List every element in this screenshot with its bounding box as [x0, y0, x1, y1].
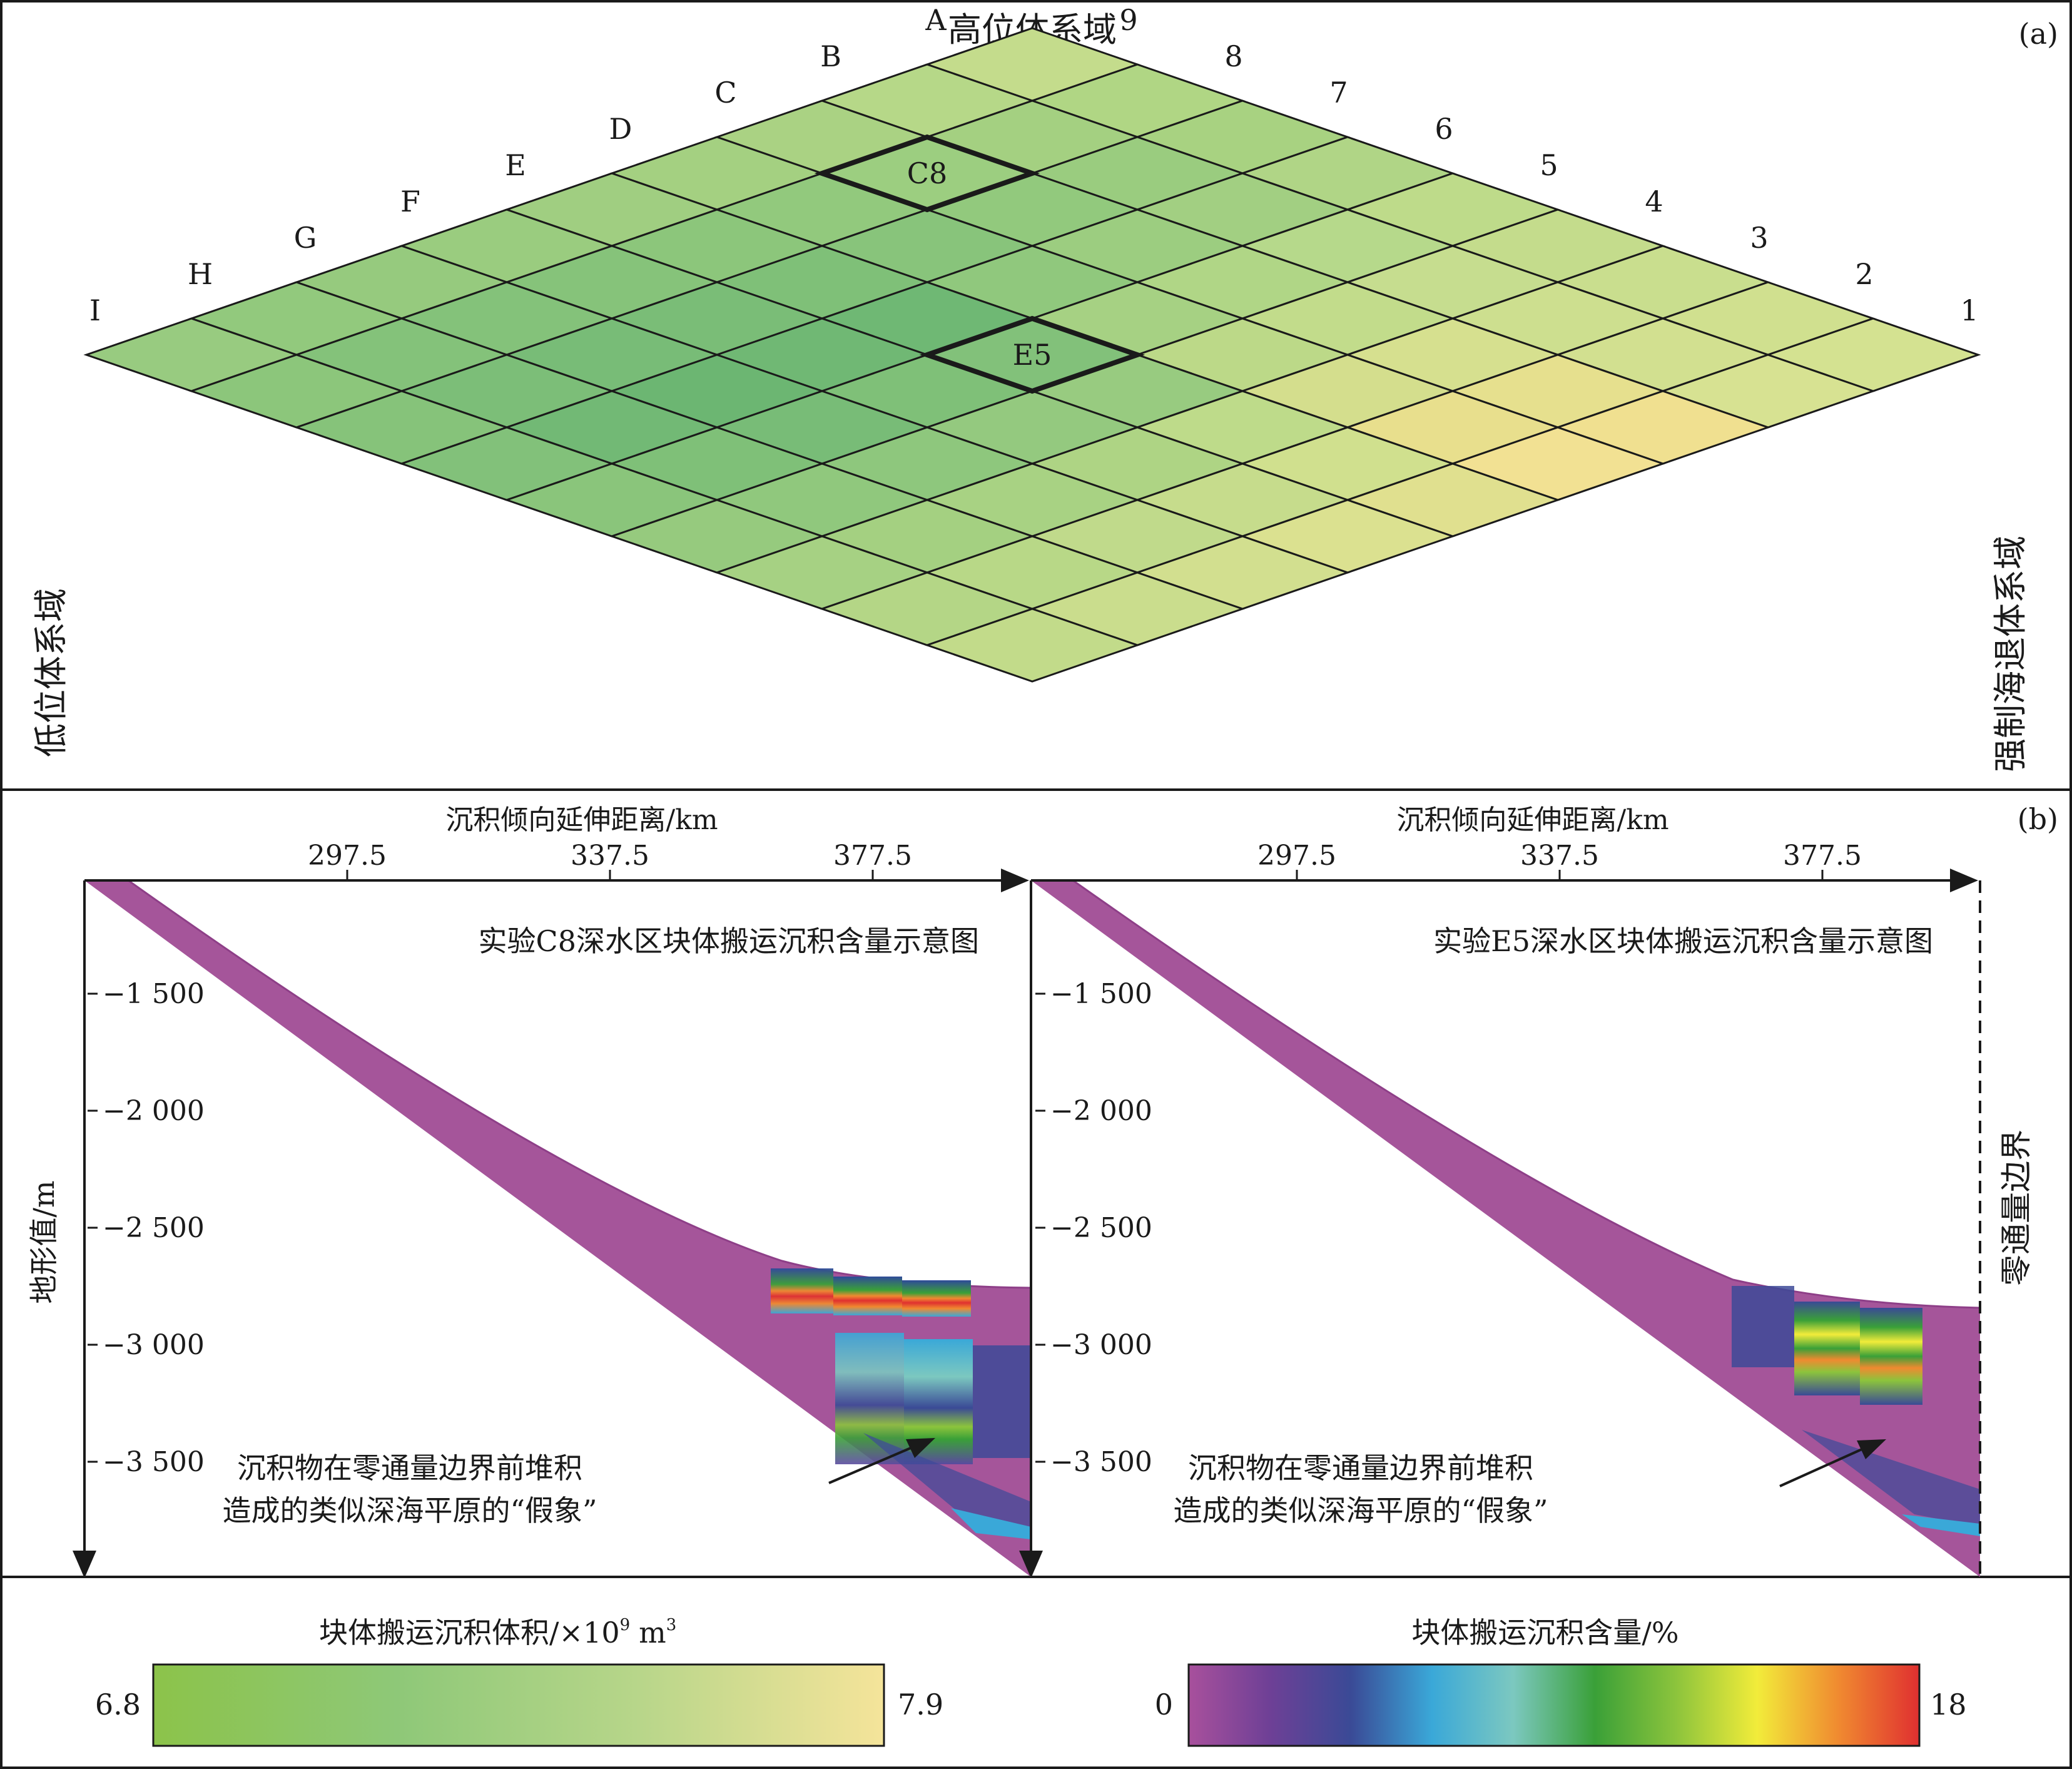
row-letter-h: H	[188, 257, 213, 291]
e5-y-ticks: −1 500 −2 000 −2 500 −3 000 −3 500	[1035, 978, 1152, 1478]
legend-volume: 块体搬运沉积体积/×109 m3 6.8 7.9	[95, 1616, 943, 1747]
panel-a-label: (a)	[2019, 17, 2058, 51]
legend-volume-min: 6.8	[95, 1688, 141, 1721]
e5-basal-layers	[1802, 1430, 1980, 1527]
row-letter-c: C	[714, 76, 736, 110]
column-number-7: 7	[1329, 76, 1348, 110]
c8-x-ticks: 297.5 337.5 377.5	[308, 840, 912, 880]
e5-xlabel: 沉积倾向延伸距离/km	[1396, 804, 1668, 836]
column-number-8: 8	[1224, 39, 1242, 73]
highlight-label-e5: E5	[1013, 338, 1052, 372]
left-region-label: 低位体系域	[31, 588, 71, 757]
c8-xtick-label: 297.5	[308, 840, 387, 872]
chart-e5: 沉积倾向延伸距离/km 297.5 337.5 377.5 −1 500 −2 000…	[1031, 804, 2034, 1577]
c8-xtick-label: 377.5	[833, 840, 912, 872]
e5-block-3	[1860, 1308, 1922, 1405]
legend-volume-max: 7.9	[898, 1688, 943, 1721]
c8-title: 实验C8深水区块体搬运沉积含量示意图	[479, 924, 979, 958]
row-letter-e: E	[505, 148, 526, 182]
column-numbers: 9 8 7 6 5 4 3 2 1	[1119, 3, 1978, 327]
e5-basal-cyan	[1902, 1514, 1980, 1536]
column-number-3: 3	[1750, 221, 1768, 255]
c8-block-1	[771, 1268, 833, 1313]
c8-basal-layers	[863, 1433, 1031, 1539]
c8-ytick-label: −3 000	[103, 1329, 205, 1361]
e5-title: 实验E5深水区块体搬运沉积含量示意图	[1433, 924, 1933, 958]
panel-b-label: (b)	[2018, 802, 2058, 836]
highlight-outline-e5	[919, 315, 1145, 394]
e5-block-1	[1732, 1286, 1794, 1367]
row-letter-g: G	[294, 221, 317, 255]
legend-content-title: 块体搬运沉积含量/%	[1411, 1616, 1678, 1649]
e5-xtick-label: 377.5	[1783, 840, 1862, 872]
e5-annotation-1: 沉积物在零通量边界前堆积	[1188, 1451, 1533, 1485]
legend-content: 块体搬运沉积含量/% 0 18	[1155, 1616, 1967, 1747]
column-number-5: 5	[1540, 148, 1558, 182]
row-letter-a: A	[925, 3, 947, 37]
c8-block-6	[973, 1345, 1031, 1458]
c8-block-3	[902, 1280, 971, 1317]
row-letter-b: B	[820, 39, 841, 73]
c8-x-arrow	[1001, 869, 1029, 892]
c8-y-ticks: −1 500 −2 000 −2 500 −3 000 −3 500	[88, 978, 205, 1478]
row-letters: A B C D E F G H I	[89, 3, 947, 327]
e5-ytick-label: −1 500	[1050, 978, 1152, 1010]
e5-ytick-label: −2 000	[1050, 1095, 1152, 1127]
e5-ytick-label: −3 000	[1050, 1329, 1152, 1361]
c8-xtick-label: 337.5	[571, 840, 649, 872]
e5-annotation-2: 造成的类似深海平原的“假象”	[1173, 1494, 1548, 1527]
right-region-label: 强制海退体系域	[1991, 536, 2030, 772]
e5-xtick-label: 337.5	[1520, 840, 1599, 872]
c8-basal-cyan	[951, 1508, 1031, 1539]
e5-ytick-label: −2 500	[1050, 1212, 1152, 1244]
cell-i1	[924, 608, 1140, 683]
legend-volume-title: 块体搬运沉积体积/×109 m3	[319, 1616, 676, 1649]
highlight-outline-c8	[814, 134, 1040, 213]
c8-ylabel: 地形值/m	[27, 1180, 61, 1303]
e5-slope-deposit	[1031, 880, 1980, 1577]
c8-annotation-arrow-line	[828, 1444, 917, 1484]
row-letter-d: D	[609, 112, 632, 146]
c8-ytick-label: −1 500	[103, 978, 205, 1010]
c8-xlabel: 沉积倾向延伸距离/km	[445, 804, 718, 836]
panel-b: (b) 沉积倾向延伸距离/km 297.5 337.5 377.5 −1 500 −2…	[27, 802, 2058, 1578]
column-number-2: 2	[1855, 257, 1873, 291]
c8-annotation-2: 造成的类似深海平原的“假象”	[222, 1494, 597, 1527]
c8-block-2	[833, 1277, 902, 1315]
e5-annotation-arrowhead	[1857, 1439, 1886, 1459]
row-letter-i: I	[89, 293, 101, 327]
c8-annotation-1: 沉积物在零通量边界前堆积	[237, 1451, 582, 1485]
c8-block-4	[835, 1333, 904, 1464]
c8-boundary-arrow	[1019, 1551, 1043, 1578]
e5-xtick-label: 297.5	[1257, 840, 1336, 872]
c8-ytick-label: −2 500	[103, 1212, 205, 1244]
legend-volume-bar	[152, 1663, 885, 1747]
c8-ytick-label: −2 000	[103, 1095, 205, 1127]
e5-block-2	[1794, 1302, 1860, 1395]
legend-content-min: 0	[1155, 1688, 1173, 1721]
column-number-6: 6	[1435, 112, 1453, 146]
chart-c8: 沉积倾向延伸距离/km 297.5 337.5 377.5 −1 500 −2 000…	[27, 804, 1043, 1578]
e5-x-ticks: 297.5 337.5 377.5	[1257, 840, 1862, 880]
row-letter-f: F	[400, 185, 420, 218]
column-number-4: 4	[1645, 185, 1663, 218]
zero-flux-boundary-label: 零通量边界	[1998, 1129, 2034, 1286]
e5-x-arrow	[1950, 869, 1978, 892]
highlight-label-c8: C8	[907, 156, 947, 190]
e5-ytick-label: −3 500	[1050, 1446, 1152, 1478]
e5-slope-edge	[1072, 879, 1981, 1309]
legend-content-bar	[1187, 1663, 1921, 1747]
c8-y-arrow	[73, 1551, 96, 1578]
column-number-9: 9	[1119, 3, 1137, 37]
highlighted-cells: C8 E5	[814, 134, 1145, 394]
e5-annotation-arrow-line	[1779, 1445, 1868, 1487]
c8-slope-deposit	[84, 880, 1031, 1577]
column-number-1: 1	[1960, 293, 1978, 327]
c8-ytick-label: −3 500	[103, 1446, 205, 1478]
legend-content-max: 18	[1930, 1688, 1967, 1721]
c8-annotation-arrowhead	[906, 1438, 935, 1458]
